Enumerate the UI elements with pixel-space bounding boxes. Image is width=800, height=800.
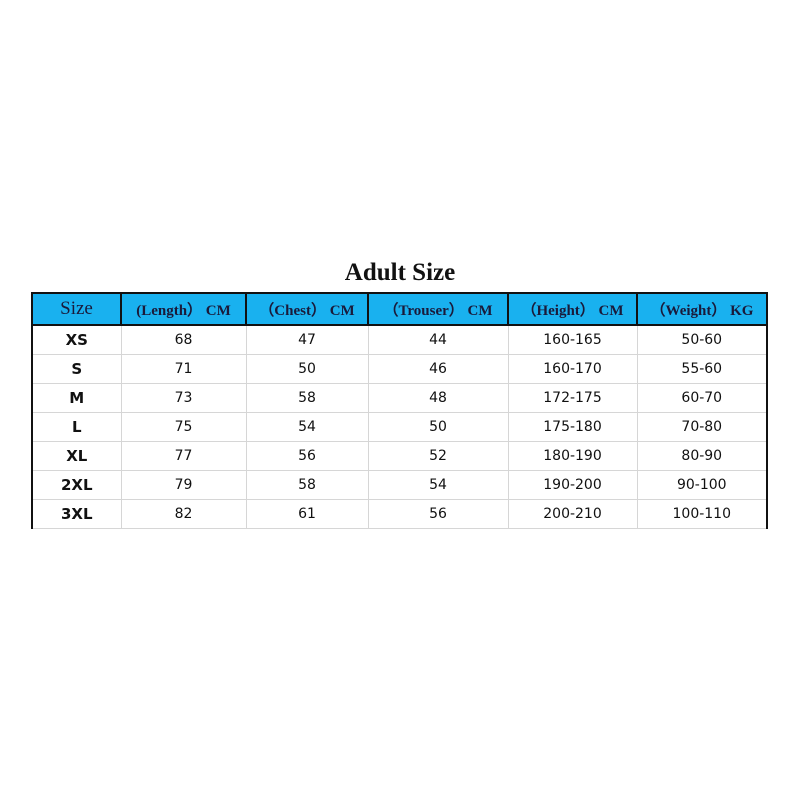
table-row: 2XL 79 58 54 190-200 90-100 bbox=[31, 470, 768, 500]
table-row: 3XL 82 61 56 200-210 100-110 bbox=[31, 499, 768, 529]
column-header: Size bbox=[31, 292, 122, 326]
size-cell: 2XL bbox=[31, 470, 122, 500]
table-cell: 160-170 bbox=[507, 354, 638, 384]
page-title: Adult Size bbox=[344, 259, 456, 286]
table-cell: 68 bbox=[120, 324, 247, 355]
table-cell: 52 bbox=[367, 441, 509, 471]
table-cell: 50 bbox=[367, 412, 509, 442]
column-header: （Trouser） CM bbox=[367, 292, 509, 326]
column-header: (Length） CM bbox=[120, 292, 247, 326]
column-header: （Weight） KG bbox=[636, 292, 768, 326]
table-cell: 58 bbox=[245, 470, 369, 500]
table-row: M 73 58 48 172-175 60-70 bbox=[31, 383, 768, 413]
table-cell: 56 bbox=[245, 441, 369, 471]
size-cell: L bbox=[31, 412, 122, 442]
table-cell: 54 bbox=[245, 412, 369, 442]
table-cell: 75 bbox=[120, 412, 247, 442]
table-cell: 79 bbox=[120, 470, 247, 500]
table-cell: 100-110 bbox=[636, 499, 768, 529]
table-cell: 175-180 bbox=[507, 412, 638, 442]
table-cell: 73 bbox=[120, 383, 247, 413]
table-cell: 200-210 bbox=[507, 499, 638, 529]
table-cell: 172-175 bbox=[507, 383, 638, 413]
size-table: Size (Length） CM （Chest） CM （Trouser） CM （He… bbox=[31, 292, 768, 529]
table-cell: 46 bbox=[367, 354, 509, 384]
table-cell: 56 bbox=[367, 499, 509, 529]
table-cell: 70-80 bbox=[636, 412, 768, 442]
table-cell: 47 bbox=[245, 324, 369, 355]
table-cell: 60-70 bbox=[636, 383, 768, 413]
table-cell: 77 bbox=[120, 441, 247, 471]
header-row: Size (Length） CM （Chest） CM （Trouser） CM （He… bbox=[31, 292, 768, 326]
table-cell: 50-60 bbox=[636, 324, 768, 355]
table-cell: 190-200 bbox=[507, 470, 638, 500]
table-cell: 82 bbox=[120, 499, 247, 529]
size-cell: M bbox=[31, 383, 122, 413]
table-cell: 55-60 bbox=[636, 354, 768, 384]
size-cell: S bbox=[31, 354, 122, 384]
size-cell: 3XL bbox=[31, 499, 122, 529]
table-cell: 54 bbox=[367, 470, 509, 500]
table-row: L 75 54 50 175-180 70-80 bbox=[31, 412, 768, 442]
table-row: XL 77 56 52 180-190 80-90 bbox=[31, 441, 768, 471]
table-cell: 71 bbox=[120, 354, 247, 384]
table-cell: 160-165 bbox=[507, 324, 638, 355]
table-cell: 48 bbox=[367, 383, 509, 413]
size-cell: XS bbox=[31, 324, 122, 355]
table-cell: 58 bbox=[245, 383, 369, 413]
table-cell: 90-100 bbox=[636, 470, 768, 500]
table-cell: 180-190 bbox=[507, 441, 638, 471]
column-header: （Chest） CM bbox=[245, 292, 369, 326]
table-cell: 61 bbox=[245, 499, 369, 529]
table-cell: 44 bbox=[367, 324, 509, 355]
table-row: S 71 50 46 160-170 55-60 bbox=[31, 354, 768, 384]
table-cell: 80-90 bbox=[636, 441, 768, 471]
table-cell: 50 bbox=[245, 354, 369, 384]
table-row: XS 68 47 44 160-165 50-60 bbox=[31, 324, 768, 355]
size-cell: XL bbox=[31, 441, 122, 471]
column-header: （Height） CM bbox=[507, 292, 638, 326]
